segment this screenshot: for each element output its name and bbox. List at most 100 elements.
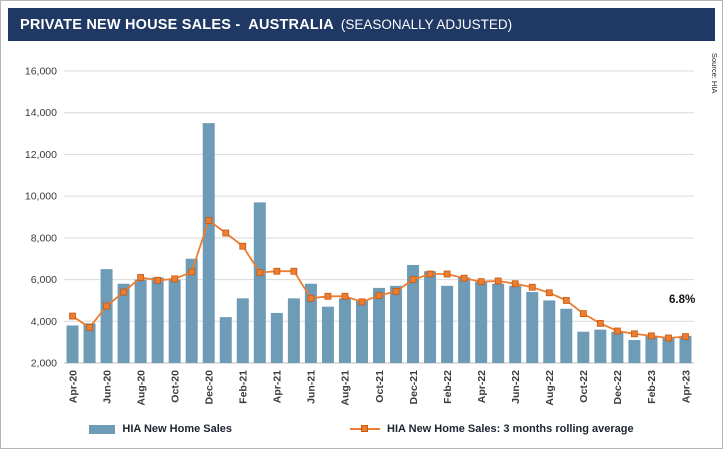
bar [628, 340, 641, 363]
line-marker [682, 333, 689, 340]
line-marker [528, 283, 536, 291]
y-axis-label: 14,000 [25, 107, 57, 119]
bar [100, 269, 113, 363]
bar [645, 335, 658, 363]
legend-label-bars: HIA New Home Sales [122, 423, 233, 435]
bar [458, 277, 471, 363]
chart-legend: HIA New Home Sales HIA New Home Sales: 3… [1, 423, 722, 435]
x-axis-label: Oct-20 [169, 370, 181, 403]
x-axis-label: Apr-23 [680, 370, 692, 403]
legend-label-line: HIA New Home Sales: 3 months rolling ave… [387, 423, 634, 435]
bar [270, 312, 283, 363]
bar [390, 285, 403, 363]
bar [236, 298, 249, 363]
line-marker [341, 292, 349, 300]
latest-change-annotation: 6.8% [669, 294, 696, 306]
line-marker [596, 319, 604, 327]
line-marker [562, 297, 570, 304]
y-axis-label: 4,000 [31, 316, 57, 328]
bar [321, 306, 334, 363]
line-marker [273, 267, 281, 275]
line-marker [648, 332, 655, 340]
bar [338, 298, 351, 363]
bar [560, 308, 573, 363]
bar [219, 317, 232, 363]
bar [662, 337, 675, 363]
line-series-swatch [350, 425, 381, 434]
x-axis-label: Apr-20 [67, 370, 79, 403]
x-axis-label: Feb-22 [442, 370, 454, 404]
bar [66, 325, 79, 363]
x-axis-label: Oct-21 [374, 370, 386, 403]
line-marker [307, 294, 315, 302]
line-marker [375, 292, 383, 299]
line-marker [171, 275, 179, 283]
x-axis-label: Jun-20 [101, 370, 113, 404]
legend-item-line: HIA New Home Sales: 3 months rolling ave… [350, 423, 634, 435]
source-attribution: Source: HIA [710, 53, 719, 94]
x-axis-label: Feb-21 [238, 370, 250, 404]
bar [424, 271, 437, 363]
line-marker [579, 310, 587, 318]
y-axis-label: 16,000 [25, 66, 57, 78]
line-marker [665, 334, 672, 342]
bar [287, 298, 300, 363]
bar [83, 323, 96, 363]
line-marker [103, 302, 110, 310]
x-axis-label: Aug-21 [340, 370, 352, 406]
line-marker [545, 289, 553, 297]
bar [202, 123, 215, 364]
bar [577, 331, 590, 363]
x-axis-label: Dec-20 [204, 370, 216, 405]
bar [168, 279, 181, 363]
line-marker [631, 330, 638, 338]
bar [253, 202, 266, 363]
line-marker [120, 288, 127, 296]
y-axis-label: 10,000 [25, 191, 57, 203]
x-axis-label: Feb-23 [646, 370, 658, 404]
line-marker [137, 274, 145, 281]
line-marker [477, 278, 485, 286]
bar [611, 331, 624, 363]
line-marker [409, 276, 417, 283]
title-bar: PRIVATE NEW HOUSE SALES - AUSTRALIA (SEA… [8, 8, 715, 41]
x-axis-label: Aug-20 [135, 370, 147, 406]
bar [373, 287, 385, 363]
line-marker [324, 292, 332, 300]
bar [134, 279, 147, 363]
chart-subtitle: (SEASONALLY ADJUSTED) [340, 17, 513, 32]
line-marker [256, 269, 264, 277]
bar [594, 329, 607, 363]
line-marker [358, 298, 366, 306]
line-marker [494, 277, 502, 285]
line-marker [460, 274, 468, 282]
line-marker [426, 270, 434, 278]
bar [526, 292, 539, 363]
line-marker [511, 280, 519, 288]
bar [355, 300, 368, 363]
x-axis-label: Aug-22 [544, 370, 556, 406]
x-axis-label: Apr-21 [272, 370, 284, 403]
line-marker [86, 324, 93, 331]
bar [304, 283, 317, 363]
line-marker [188, 268, 196, 276]
x-axis-label: Oct-22 [578, 370, 590, 403]
x-axis-label: Dec-21 [408, 370, 420, 405]
line-marker [69, 312, 76, 320]
line-marker [392, 287, 400, 295]
y-axis-label: 8,000 [31, 232, 57, 244]
bar [509, 285, 522, 363]
bar [185, 258, 198, 363]
chart-title: PRIVATE NEW HOUSE SALES - AUSTRALIA [20, 16, 334, 33]
line-marker [443, 270, 451, 278]
line-swatch-marker [361, 425, 369, 432]
bar [117, 283, 130, 363]
bar [151, 277, 164, 363]
line-marker [205, 217, 213, 224]
bar-series-swatch [89, 424, 116, 434]
y-axis-label: 2,000 [31, 358, 57, 370]
bar [441, 285, 454, 363]
bar [543, 300, 556, 363]
bar [407, 264, 420, 363]
